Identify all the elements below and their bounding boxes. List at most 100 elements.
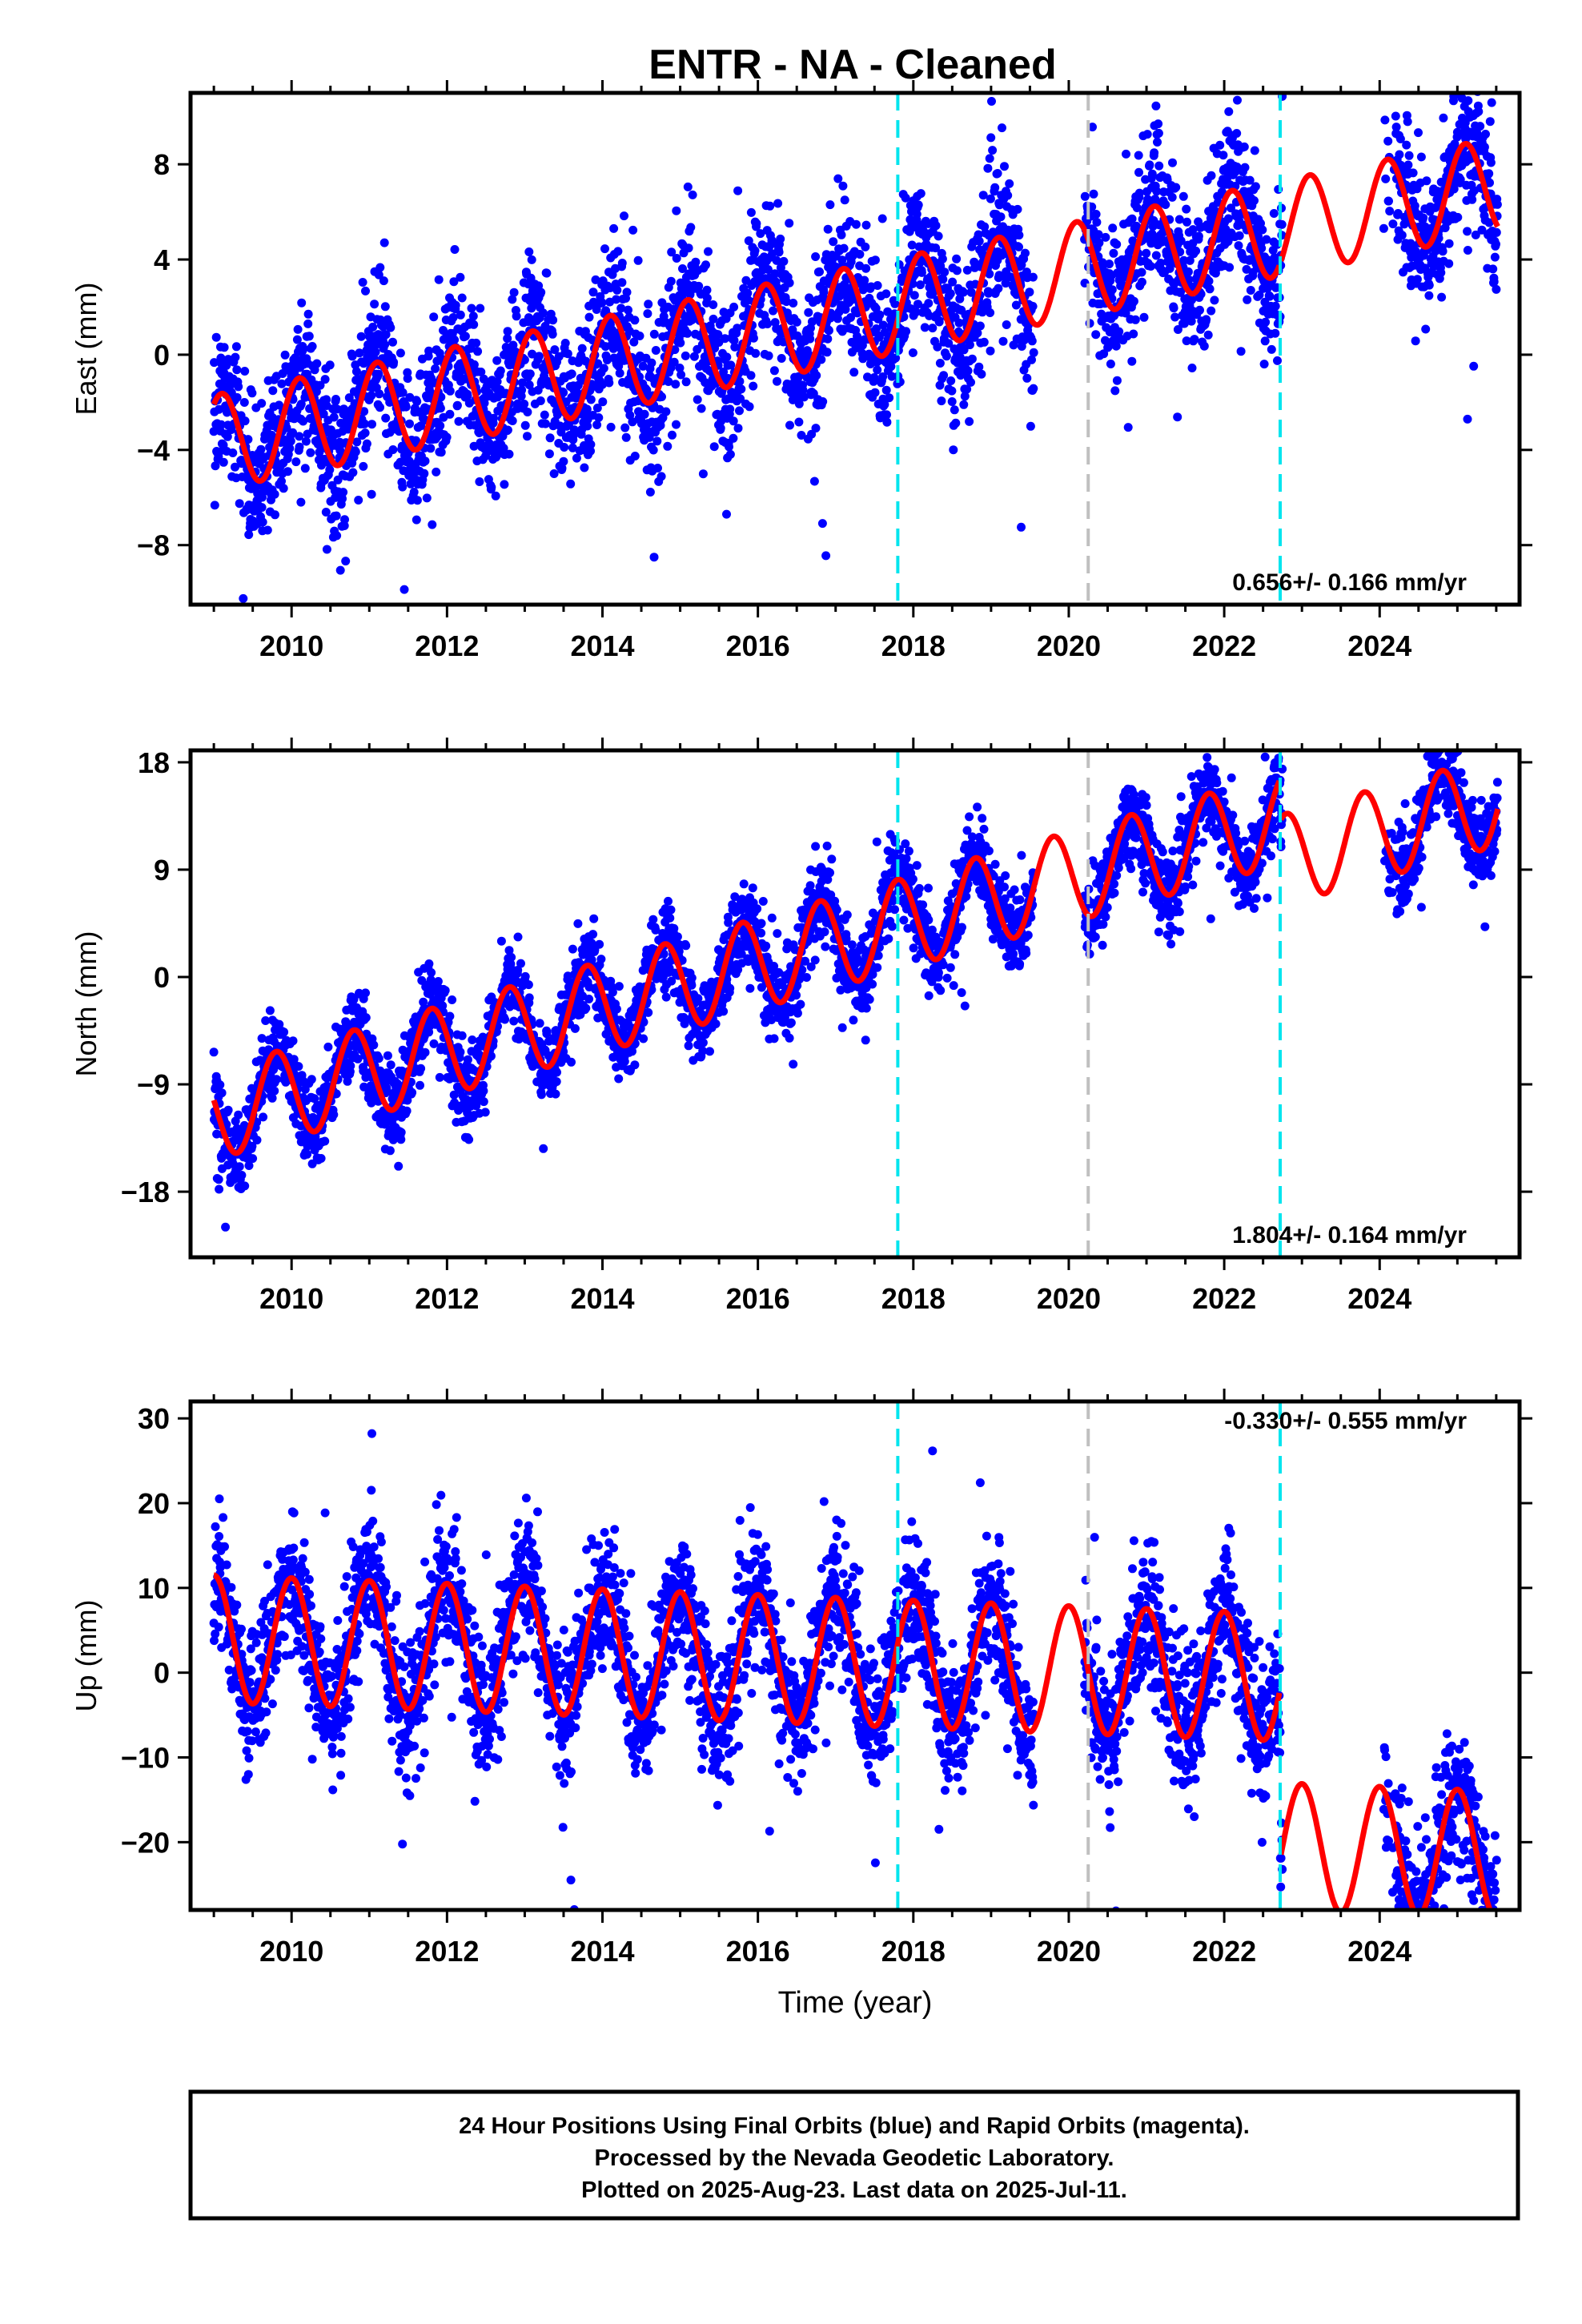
data-point xyxy=(1411,336,1420,346)
data-point xyxy=(804,308,813,317)
data-point xyxy=(1027,336,1037,346)
y-tick-label: 8 xyxy=(154,148,170,181)
data-point xyxy=(1105,259,1114,269)
east-points xyxy=(209,82,1502,603)
data-point xyxy=(356,332,366,341)
data-point xyxy=(768,249,777,259)
data-point xyxy=(219,457,228,467)
data-point xyxy=(307,1075,316,1084)
data-point xyxy=(785,278,794,287)
data-point xyxy=(234,382,243,392)
data-point xyxy=(948,277,958,287)
data-point xyxy=(620,423,630,432)
data-point xyxy=(1161,200,1170,209)
data-point xyxy=(629,337,639,347)
data-point xyxy=(882,417,892,427)
data-point xyxy=(473,347,483,356)
data-point xyxy=(725,404,735,414)
data-point xyxy=(580,463,589,472)
data-point xyxy=(346,1061,355,1071)
data-point xyxy=(379,238,389,247)
data-point xyxy=(583,421,592,431)
data-point xyxy=(570,1023,580,1033)
data-point xyxy=(1080,191,1090,201)
data-point xyxy=(935,359,945,368)
data-point xyxy=(398,388,408,397)
data-point xyxy=(934,231,943,241)
data-point xyxy=(211,461,220,471)
data-point xyxy=(1157,82,1166,90)
data-point xyxy=(217,1088,227,1098)
data-point xyxy=(744,236,753,246)
data-point xyxy=(681,351,690,360)
data-point xyxy=(577,344,587,353)
data-point xyxy=(434,275,444,284)
data-point xyxy=(752,219,761,228)
data-point xyxy=(1484,169,1494,179)
data-point xyxy=(1114,327,1124,336)
data-point xyxy=(630,452,640,460)
data-point xyxy=(385,1146,395,1156)
data-point xyxy=(371,348,380,357)
data-point xyxy=(271,510,279,520)
data-point xyxy=(959,400,969,409)
data-point xyxy=(524,993,534,1003)
data-point xyxy=(1492,239,1500,249)
data-point xyxy=(729,336,739,345)
data-point xyxy=(567,369,576,379)
data-point xyxy=(277,379,287,388)
data-point xyxy=(509,287,519,297)
data-point xyxy=(517,385,527,395)
data-point xyxy=(513,932,523,942)
data-point xyxy=(388,337,397,347)
data-point xyxy=(416,1080,424,1090)
data-point xyxy=(320,1136,330,1146)
data-point xyxy=(307,342,317,351)
data-point xyxy=(595,939,604,949)
data-point xyxy=(520,355,529,364)
data-point xyxy=(1022,373,1032,383)
data-point xyxy=(737,384,746,394)
data-point xyxy=(386,1060,396,1070)
data-point xyxy=(794,417,804,427)
data-point xyxy=(1438,247,1447,256)
data-point xyxy=(908,348,917,357)
data-point xyxy=(817,355,826,364)
y-tick-label: 0 xyxy=(154,339,170,372)
data-point xyxy=(661,407,671,416)
data-point xyxy=(388,445,398,454)
data-point xyxy=(1205,284,1215,294)
data-point xyxy=(1153,138,1162,147)
data-point xyxy=(1142,248,1151,258)
data-point xyxy=(303,1149,312,1159)
data-point xyxy=(536,1090,546,1100)
data-point xyxy=(770,269,780,279)
data-point xyxy=(975,321,985,331)
data-point xyxy=(776,234,785,243)
data-point xyxy=(1092,218,1102,227)
data-point xyxy=(359,419,369,428)
data-point xyxy=(729,416,738,426)
data-point xyxy=(1492,284,1501,294)
data-point xyxy=(966,377,975,387)
data-point xyxy=(1109,248,1118,258)
data-point xyxy=(592,305,601,314)
data-point xyxy=(489,413,498,423)
data-point xyxy=(282,423,291,432)
data-point xyxy=(736,394,745,404)
data-point xyxy=(950,405,959,415)
data-point xyxy=(589,914,599,923)
data-point xyxy=(1424,280,1434,290)
data-point xyxy=(1485,117,1495,127)
data-point xyxy=(1239,142,1249,151)
data-point xyxy=(756,229,765,239)
data-point xyxy=(722,352,732,362)
data-point xyxy=(824,326,833,336)
data-point xyxy=(509,1016,519,1026)
data-point xyxy=(296,497,306,507)
data-point xyxy=(881,289,891,299)
data-point xyxy=(436,421,445,431)
data-point xyxy=(597,298,607,308)
data-point xyxy=(480,1108,490,1117)
data-point xyxy=(463,1055,472,1064)
